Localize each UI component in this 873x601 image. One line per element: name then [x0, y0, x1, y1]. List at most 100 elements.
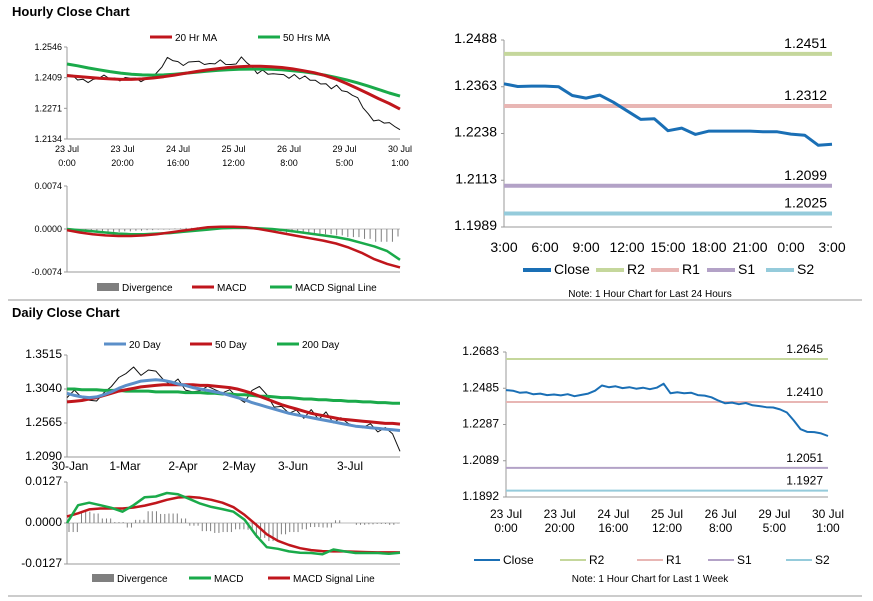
hourly-levels-legend-r1-label: R1 [682, 261, 700, 277]
daily_levels-ytick-label: 1.2683 [462, 344, 499, 358]
daily-levels-note: Note: 1 Hour Chart for Last 1 Week [572, 574, 730, 585]
hourly-legend-macd-label: MACD [217, 283, 246, 294]
hourly-price-xtick-time: 12:00 [222, 158, 245, 168]
daily-price-ytick-label: 1.2565 [25, 415, 62, 429]
hourly_levels-close-line [503, 82, 833, 147]
daily-macd-ytick-label: -0.0127 [21, 556, 62, 570]
hourly-legend-signal-label: MACD Signal Line [295, 283, 377, 294]
daily_levels-level-label-s1: 1.2051 [786, 451, 823, 465]
daily-legend-50day-label: 50 Day [215, 340, 247, 351]
daily_levels-xtick-time: 20:00 [545, 521, 575, 535]
daily-legend-20day-label: 20 Day [129, 340, 161, 351]
daily-levels-legend-s2-label: S2 [815, 553, 830, 567]
hourly-levels-legend-close-label: Close [554, 261, 590, 277]
daily_levels-ytick-label: 1.2089 [462, 453, 499, 467]
daily_levels-xtick-time: 8:00 [709, 521, 733, 535]
hourly-20ma-line [66, 64, 401, 111]
daily-price-xtick-label: 2-May [222, 459, 255, 473]
daily-levels-legend-r2-label: R2 [589, 553, 605, 567]
hourly-price-xtick-date: 24 Jul [166, 144, 190, 154]
hourly-price-xtick-time: 5:00 [336, 158, 354, 168]
hourly-price-xtick-time: 8:00 [280, 158, 298, 168]
daily-section-title: Daily Close Chart [12, 305, 120, 320]
daily_levels-xtick-date: 23 Jul [490, 507, 522, 521]
daily-price-ytick-label: 1.2090 [25, 449, 62, 463]
hourly-levels-note: Note: 1 Hour Chart for Last 24 Hours [568, 289, 731, 300]
hourly_levels-ytick-label: 1.1989 [454, 217, 497, 233]
hourly-macd-ytick-label: -0.0074 [31, 267, 62, 277]
hourly-legend-divergence-label: Divergence [122, 283, 173, 294]
hourly-levels-legend-s2-label: S2 [797, 261, 814, 277]
hourly-price-xtick-time: 0:00 [58, 158, 76, 168]
hourly_levels-xtick-label: 0:00 [777, 239, 804, 255]
daily-price-xtick-label: 3-Jun [278, 459, 308, 473]
daily_levels-xtick-time: 16:00 [598, 521, 628, 535]
daily_levels-xtick-date: 26 Jul [705, 507, 737, 521]
daily-20ma-line [66, 378, 401, 432]
hourly-legend-divergence-swatch [97, 283, 119, 291]
daily-price-xtick-label: 30-Jan [52, 459, 89, 473]
daily-legend-signal-label: MACD Signal Line [293, 574, 375, 585]
daily-levels-legend-r1-label: R1 [666, 553, 682, 567]
hourly_levels-xtick-label: 15:00 [650, 239, 685, 255]
daily-close-line [66, 366, 401, 452]
daily_levels-level-label-r1: 1.2410 [786, 385, 823, 399]
daily_levels-xtick-date: 24 Jul [597, 507, 629, 521]
hourly-price-xtick-date: 30 Jul [388, 144, 412, 154]
daily-50ma-line [66, 383, 401, 426]
hourly-price-xtick-date: 25 Jul [221, 144, 245, 154]
daily-price-xtick-label: 3-Jul [337, 459, 363, 473]
hourly_levels-xtick-label: 6:00 [531, 239, 558, 255]
hourly_levels-ytick-label: 1.2238 [454, 124, 497, 140]
hourly-signal-line [66, 226, 401, 261]
hourly-macd-ytick-label: 0.0074 [34, 181, 62, 191]
hourly-price-xtick-date: 23 Jul [110, 144, 134, 154]
hourly_levels-level-label-r2: 1.2451 [784, 35, 827, 51]
hourly-price-xtick-date: 29 Jul [332, 144, 356, 154]
hourly-price-xtick-date: 23 Jul [55, 144, 79, 154]
daily_levels-xtick-time: 12:00 [652, 521, 682, 535]
hourly-levels-legend-r2-label: R2 [627, 261, 645, 277]
daily_levels-xtick-time: 1:00 [816, 521, 840, 535]
daily-legend-200day-label: 200 Day [302, 340, 339, 351]
daily_levels-xtick-date: 29 Jul [758, 507, 790, 521]
daily_levels-xtick-date: 25 Jul [651, 507, 683, 521]
daily_levels-xtick-date: 23 Jul [544, 507, 576, 521]
hourly-levels-legend-s1-label: S1 [738, 261, 755, 277]
hourly-price-ytick-label: 1.2271 [34, 103, 62, 113]
daily-price-xtick-label: 2-Apr [168, 459, 197, 473]
daily_levels-ytick-label: 1.1892 [462, 489, 499, 503]
daily_levels-level-label-r2: 1.2645 [786, 342, 823, 356]
hourly_levels-ytick-label: 1.2113 [455, 170, 497, 186]
hourly-legend-50ma-label: 50 Hrs MA [283, 33, 331, 44]
daily-levels-legend-s1-label: S1 [737, 553, 752, 567]
daily-legend-macd-label: MACD [214, 574, 243, 585]
daily_levels-ytick-label: 1.2485 [462, 380, 499, 394]
daily_levels-close-line [505, 382, 829, 437]
daily-macd-line [65, 491, 401, 556]
hourly-price-xtick-date: 26 Jul [277, 144, 301, 154]
daily-signal-line [66, 495, 400, 554]
hourly-price-ytick-label: 1.2409 [34, 73, 62, 83]
hourly-price-ytick-label: 1.2134 [34, 134, 62, 144]
daily_levels-xtick-time: 5:00 [763, 521, 787, 535]
daily-price-ytick-label: 1.3040 [25, 381, 62, 395]
hourly-section-title: Hourly Close Chart [12, 4, 130, 19]
daily-levels-legend-close-label: Close [503, 553, 534, 567]
hourly_levels-ytick-label: 1.2363 [454, 77, 497, 93]
daily_levels-ytick-label: 1.2287 [462, 417, 499, 431]
daily-macd-ytick-label: 0.0000 [25, 515, 62, 529]
daily-price-xtick-label: 1-Mar [109, 459, 140, 473]
hourly_levels-xtick-label: 9:00 [572, 239, 599, 255]
hourly-price-ytick-label: 1.2546 [34, 42, 62, 52]
hourly_levels-level-label-r1: 1.2312 [784, 87, 827, 103]
daily-legend-divergence-label: Divergence [117, 574, 168, 585]
hourly_levels-xtick-label: 18:00 [691, 239, 726, 255]
hourly-macd-ytick-label: 0.0000 [34, 224, 62, 234]
hourly_levels-xtick-label: 3:00 [490, 239, 517, 255]
daily-macd-ytick-label: 0.0127 [25, 474, 62, 488]
hourly_levels-xtick-label: 21:00 [732, 239, 767, 255]
hourly-50ma-line [66, 62, 401, 98]
daily-price-ytick-label: 1.3515 [25, 347, 62, 361]
